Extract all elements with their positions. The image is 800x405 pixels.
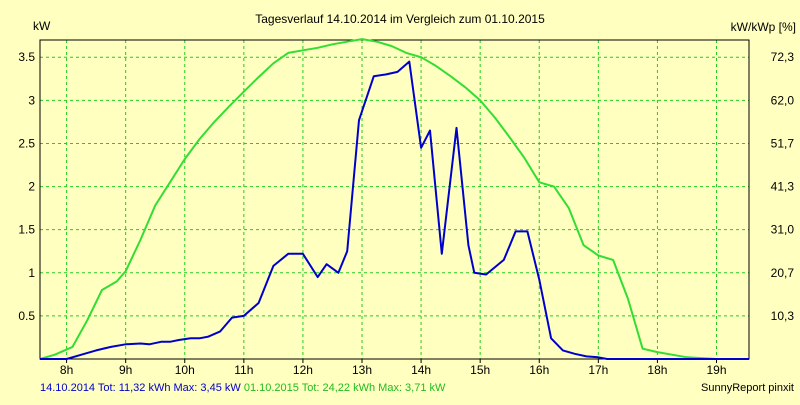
y-tick-label: 2.5 bbox=[18, 136, 35, 150]
y-tick-label: 3.5 bbox=[18, 50, 35, 64]
footer-stats: 14.10.2014 Tot: 11,32 kWh Max: 3,45 kW 0… bbox=[40, 382, 445, 394]
y-tick-label: 1 bbox=[28, 266, 35, 280]
x-tick-label: 18h bbox=[647, 363, 667, 377]
y2-tick-label: 20,7 bbox=[771, 266, 795, 280]
y-tick-label: 3 bbox=[28, 93, 35, 107]
x-tick-label: 16h bbox=[529, 363, 549, 377]
footer-credit: SunnyReport pinxit bbox=[701, 382, 794, 394]
x-tick-label: 12h bbox=[293, 363, 313, 377]
y2-tick-label: 62,0 bbox=[771, 93, 795, 107]
plot-area bbox=[40, 40, 749, 359]
x-tick-label: 11h bbox=[234, 363, 253, 377]
y2-tick-label: 41,3 bbox=[771, 180, 795, 194]
y2-axis-label: kW/kWp [%] bbox=[731, 20, 796, 34]
y2-tick-label: 10,3 bbox=[771, 309, 795, 323]
y2-tick-label: 31,0 bbox=[771, 223, 795, 237]
x-tick-label: 9h bbox=[119, 363, 132, 377]
series-line-01-10-2015 bbox=[39, 38, 749, 360]
x-tick-label: 17h bbox=[588, 363, 608, 377]
y2-tick-label: 72,3 bbox=[771, 50, 795, 64]
x-tick-label: 14h bbox=[411, 363, 431, 377]
y-tick-label: 2 bbox=[28, 180, 35, 194]
plot-frame bbox=[39, 39, 750, 360]
footer-stats-2015: 01.10.2015 Tot: 24,22 kWh Max: 3,71 kW bbox=[240, 382, 446, 394]
y2-tick-label: 51,7 bbox=[771, 136, 795, 150]
chart-title: Tagesverlauf 14.10.2014 im Vergleich zum… bbox=[255, 12, 545, 26]
footer-stats-2014: 14.10.2014 Tot: 11,32 kWh Max: 3,45 kW bbox=[40, 382, 241, 394]
series-line-14-10-2014 bbox=[40, 60, 749, 360]
y-axis-label: kW bbox=[33, 19, 51, 33]
y-tick-label: 0.5 bbox=[18, 309, 35, 323]
x-tick-label: 10h bbox=[175, 363, 195, 377]
x-tick-label: 13h bbox=[352, 363, 372, 377]
x-tick-label: 8h bbox=[60, 363, 73, 377]
x-tick-label: 19h bbox=[706, 363, 726, 377]
x-tick-label: 15h bbox=[470, 363, 490, 377]
y-tick-label: 1.5 bbox=[18, 223, 35, 237]
